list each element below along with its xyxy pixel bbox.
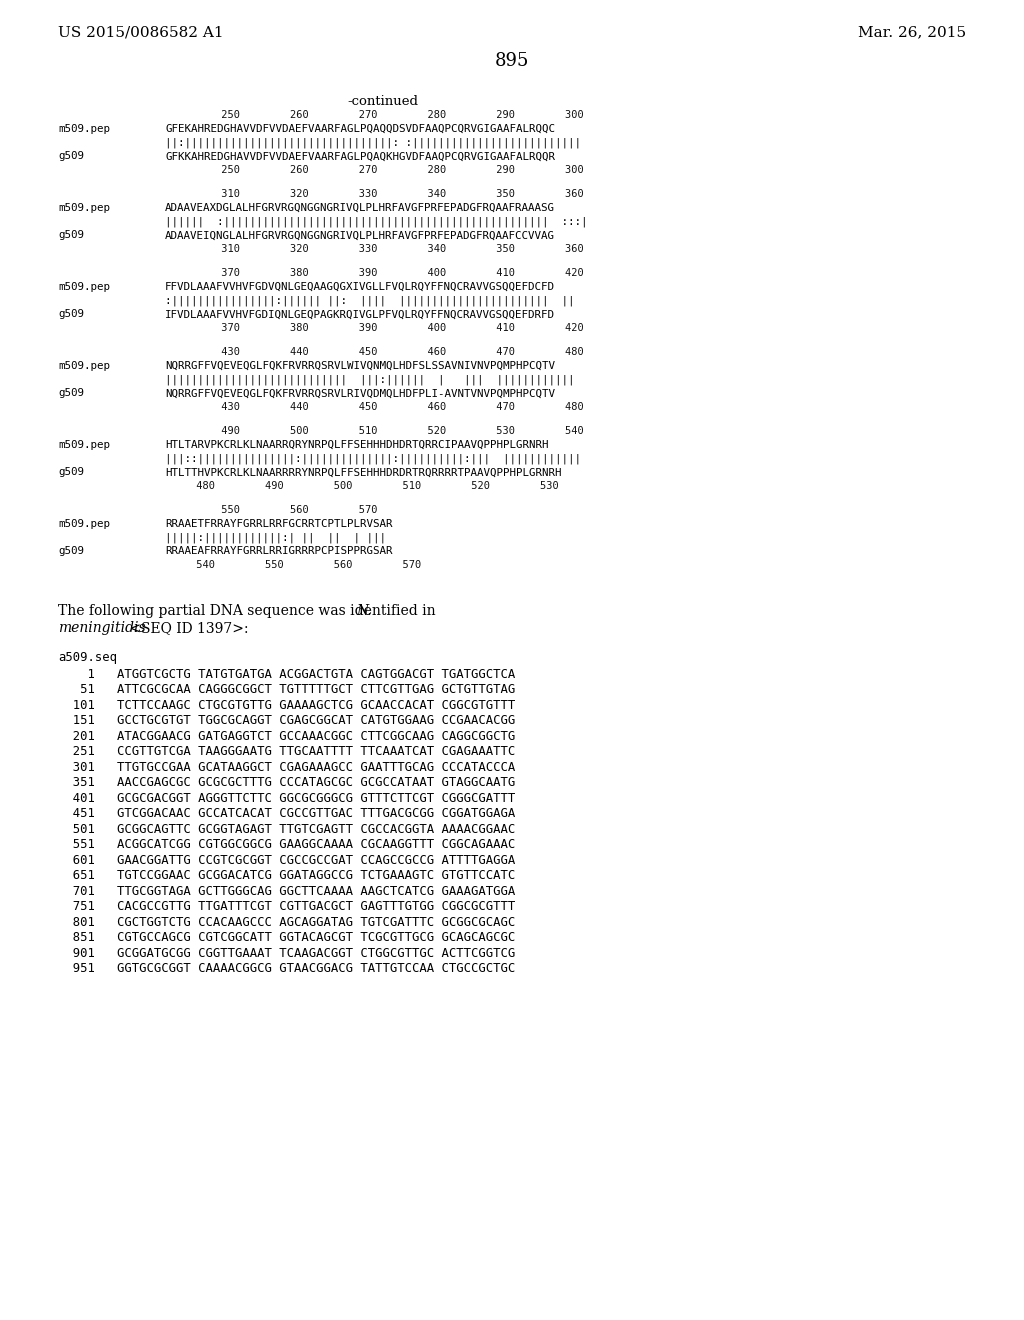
Text: meningitidis: meningitidis [58, 620, 145, 635]
Text: 430        440        450        460        470        480: 430 440 450 460 470 480 [165, 347, 584, 356]
Text: -continued: -continued [347, 95, 419, 108]
Text: ADAAVEIQNGLALHFGRVRGQNGGNGRIVQLPLHRFAVGFPRFEPADGFRQAAFCCVVAG: ADAAVEIQNGLALHFGRVRGQNGGNGRIVQLPLHRFAVGF… [165, 231, 555, 240]
Text: 550        560        570: 550 560 570 [165, 506, 378, 515]
Text: :||||||||||||||||:|||||| ||:  ||||  |||||||||||||||||||||||  ||: :||||||||||||||||:|||||| ||: |||| ||||||… [165, 296, 574, 306]
Text: The following partial DNA sequence was identified in: The following partial DNA sequence was i… [58, 605, 440, 618]
Text: m509.pep: m509.pep [58, 440, 110, 450]
Text: 151   GCCTGCGTGT TGGCGCAGGT CGAGCGGCAT CATGTGGAAG CCGAACACGG: 151 GCCTGCGTGT TGGCGCAGGT CGAGCGGCAT CAT… [58, 714, 515, 727]
Text: 201   ATACGGAACG GATGAGGTCT GCCAAACGGC CTTCGGCAAG CAGGCGGCTG: 201 ATACGGAACG GATGAGGTCT GCCAAACGGC CTT… [58, 730, 515, 743]
Text: m509.pep: m509.pep [58, 281, 110, 292]
Text: GFKKAHREDGHAVVDFVVDAEFVAARFAGLPQAQKHGVDFAAQPCQRVGIGAAFALRQQR: GFKKAHREDGHAVVDFVVDAEFVAARFAGLPQAQKHGVDF… [165, 152, 555, 161]
Text: 451   GTCGGACAAC GCCATCACAT CGCCGTTGAC TTTGACGCGG CGGATGGAGA: 451 GTCGGACAAC GCCATCACAT CGCCGTTGAC TTT… [58, 808, 515, 821]
Text: |||||:||||||||||||:| ||  ||  | |||: |||||:||||||||||||:| || || | ||| [165, 532, 386, 543]
Text: US 2015/0086582 A1: US 2015/0086582 A1 [58, 25, 223, 40]
Text: m509.pep: m509.pep [58, 203, 110, 213]
Text: g509: g509 [58, 388, 84, 399]
Text: 430        440        450        460        470        480: 430 440 450 460 470 480 [165, 403, 584, 412]
Text: 351   AACCGAGCGC GCGCGCTTTG CCCATAGCGC GCGCCATAAT GTAGGCAATG: 351 AACCGAGCGC GCGCGCTTTG CCCATAGCGC GCG… [58, 776, 515, 789]
Text: NQRRGFFVQEVEQGLFQKFRVRRQSRVLRIVQDMQLHDFPLI-AVNTVNVPQMPHPCQTV: NQRRGFFVQEVEQGLFQKFRVRRQSRVLRIVQDMQLHDFP… [165, 388, 555, 399]
Text: IFVDLAAAFVVHVFGDIQNLGEQPAGKRQIVGLPFVQLRQYFFNQCRAVVGSQQEFDRFD: IFVDLAAAFVVHVFGDIQNLGEQPAGKRQIVGLPFVQLRQ… [165, 309, 555, 319]
Text: 310        320        330        340        350        360: 310 320 330 340 350 360 [165, 244, 584, 255]
Text: m509.pep: m509.pep [58, 124, 110, 133]
Text: 250        260        270        280        290        300: 250 260 270 280 290 300 [165, 165, 584, 176]
Text: g509: g509 [58, 231, 84, 240]
Text: m509.pep: m509.pep [58, 519, 110, 529]
Text: FFVDLAAAFVVHVFGDVQNLGEQAAGQGXIVGLLFVQLRQYFFNQCRAVVGSQQEFDCFD: FFVDLAAAFVVHVFGDVQNLGEQAAGQGXIVGLLFVQLRQ… [165, 281, 555, 292]
Text: 851   CGTGCCAGCG CGTCGGCATT GGTACAGCGT TCGCGTTGCG GCAGCAGCGC: 851 CGTGCCAGCG CGTCGGCATT GGTACAGCGT TCG… [58, 932, 515, 945]
Text: 480        490        500        510        520        530: 480 490 500 510 520 530 [165, 482, 559, 491]
Text: NQRRGFFVQEVEQGLFQKFRVRRQSRVLWIVQNMQLHDFSLSSAVNIVNVPQMPHPCQTV: NQRRGFFVQEVEQGLFQKFRVRRQSRVLWIVQNMQLHDFS… [165, 360, 555, 371]
Text: ||||||  :||||||||||||||||||||||||||||||||||||||||||||||||||  :::|: |||||| :||||||||||||||||||||||||||||||||… [165, 216, 588, 227]
Text: 895: 895 [495, 51, 529, 70]
Text: 370        380        390        400        410        420: 370 380 390 400 410 420 [165, 268, 584, 279]
Text: 251   CCGTTGTCGA TAAGGGAATG TTGCAATTTT TTCAAATCAT CGAGAAATTC: 251 CCGTTGTCGA TAAGGGAATG TTGCAATTTT TTC… [58, 746, 515, 759]
Text: 250        260        270        280        290        300: 250 260 270 280 290 300 [165, 110, 584, 120]
Text: |||::|||||||||||||||:||||||||||||||:||||||||||:|||  ||||||||||||: |||::|||||||||||||||:||||||||||||||:||||… [165, 454, 581, 465]
Text: 490        500        510        520        530        540: 490 500 510 520 530 540 [165, 426, 584, 436]
Text: HTLTARVPKCRLKLNAARRQRYNRPQLFFSEHHHDHDRTQRRCIPAAVQPPHPLGRNRH: HTLTARVPKCRLKLNAARRQRYNRPQLFFSEHHHDHDRTQ… [165, 440, 549, 450]
Text: <SEQ ID 1397>:: <SEQ ID 1397>: [125, 620, 249, 635]
Text: 301   TTGTGCCGAA GCATAAGGCT CGAGAAAGCC GAATTTGCAG CCCATACCCA: 301 TTGTGCCGAA GCATAAGGCT CGAGAAAGCC GAA… [58, 762, 515, 774]
Text: HTLTTHVPKCRLKLNAARRRRYNRPQLFFSEHHHDRDRTRQRRRRTPAAVQPPHPLGRNRH: HTLTTHVPKCRLKLNAARRRRYNRPQLFFSEHHHDRDRTR… [165, 467, 561, 478]
Text: 551   ACGGCATCGG CGTGGCGGCG GAAGGCAAAA CGCAAGGTTT CGGCAGAAAC: 551 ACGGCATCGG CGTGGCGGCG GAAGGCAAAA CGC… [58, 838, 515, 851]
Text: ||:||||||||||||||||||||||||||||||||: :||||||||||||||||||||||||||: ||:||||||||||||||||||||||||||||||||: :||… [165, 137, 581, 148]
Text: 751   CACGCCGTTG TTGATTTCGT CGTTGACGCT GAGTTTGTGG CGGCGCGTTT: 751 CACGCCGTTG TTGATTTCGT CGTTGACGCT GAG… [58, 900, 515, 913]
Text: 951   GGTGCGCGGT CAAAACGGCG GTAACGGACG TATTGTCCAA CTGCCGCTGC: 951 GGTGCGCGGT CAAAACGGCG GTAACGGACG TAT… [58, 962, 515, 975]
Text: 1   ATGGTCGCTG TATGTGATGA ACGGACTGTA CAGTGGACGT TGATGGCTCA: 1 ATGGTCGCTG TATGTGATGA ACGGACTGTA CAGTG… [58, 668, 515, 681]
Text: ||||||||||||||||||||||||||||  |||:||||||  |   |||  ||||||||||||: |||||||||||||||||||||||||||| |||:|||||| … [165, 375, 574, 385]
Text: Mar. 26, 2015: Mar. 26, 2015 [858, 25, 966, 40]
Text: 501   GCGGCAGTTC GCGGTAGAGT TTGTCGAGTT CGCCACGGTA AAAACGGAAC: 501 GCGGCAGTTC GCGGTAGAGT TTGTCGAGTT CGC… [58, 822, 515, 836]
Text: GFEKAHREDGHAVVDFVVDAEFVAARFAGLPQAQQDSVDFAAQPCQRVGIGAAFALRQQC: GFEKAHREDGHAVVDFVVDAEFVAARFAGLPQAQQDSVDF… [165, 124, 555, 133]
Text: 701   TTGCGGTAGA GCTTGGGCAG GGCTTCAAAA AAGCTCATCG GAAAGATGGA: 701 TTGCGGTAGA GCTTGGGCAG GGCTTCAAAA AAG… [58, 884, 515, 898]
Text: 601   GAACGGATTG CCGTCGCGGT CGCCGCCGAT CCAGCCGCCG ATTTTGAGGA: 601 GAACGGATTG CCGTCGCGGT CGCCGCCGAT CCA… [58, 854, 515, 867]
Text: 801   CGCTGGTCTG CCACAAGCCC AGCAGGATAG TGTCGATTTC GCGGCGCAGC: 801 CGCTGGTCTG CCACAAGCCC AGCAGGATAG TGT… [58, 916, 515, 929]
Text: 651   TGTCCGGAAC GCGGACATCG GGATAGGCCG TCTGAAAGTC GTGTTCCATC: 651 TGTCCGGAAC GCGGACATCG GGATAGGCCG TCT… [58, 870, 515, 883]
Text: g509: g509 [58, 467, 84, 478]
Text: RRAAETFRRAYFGRRLRRFGCRRTCPTLPLRVSAR: RRAAETFRRAYFGRRLRRFGCRRTCPTLPLRVSAR [165, 519, 392, 529]
Text: g509: g509 [58, 546, 84, 557]
Text: 540        550        560        570: 540 550 560 570 [165, 560, 421, 570]
Text: 370        380        390        400        410        420: 370 380 390 400 410 420 [165, 323, 584, 333]
Text: ADAAVEAXDGLALHFGRVRGQNGGNGRIVQLPLHRFAVGFPRFEPADGFRQAAFRAAASG: ADAAVEAXDGLALHFGRVRGQNGGNGRIVQLPLHRFAVGF… [165, 203, 555, 213]
Text: 51   ATTCGCGCAA CAGGGCGGCT TGTTTTTGCT CTTCGTTGAG GCTGTTGTAG: 51 ATTCGCGCAA CAGGGCGGCT TGTTTTTGCT CTTC… [58, 684, 515, 697]
Text: 101   TCTTCCAAGC CTGCGTGTTG GAAAAGCTCG GCAACCACAT CGGCGTGTTT: 101 TCTTCCAAGC CTGCGTGTTG GAAAAGCTCG GCA… [58, 700, 515, 711]
Text: 310        320        330        340        350        360: 310 320 330 340 350 360 [165, 189, 584, 199]
Text: N.: N. [356, 605, 372, 618]
Text: 901   GCGGATGCGG CGGTTGAAAT TCAAGACGGT CTGGCGTTGC ACTTCGGTCG: 901 GCGGATGCGG CGGTTGAAAT TCAAGACGGT CTG… [58, 946, 515, 960]
Text: a509.seq: a509.seq [58, 651, 117, 664]
Text: m509.pep: m509.pep [58, 360, 110, 371]
Text: 401   GCGCGACGGT AGGGTTCTTC GGCGCGGGCG GTTTCTTCGT CGGGCGATTT: 401 GCGCGACGGT AGGGTTCTTC GGCGCGGGCG GTT… [58, 792, 515, 805]
Text: g509: g509 [58, 309, 84, 319]
Text: RRAAEAFRRAYFGRRLRRIGRRRPCPISPРRGSAR: RRAAEAFRRAYFGRRLRRIGRRRPCPISPРRGSAR [165, 546, 392, 557]
Text: g509: g509 [58, 152, 84, 161]
